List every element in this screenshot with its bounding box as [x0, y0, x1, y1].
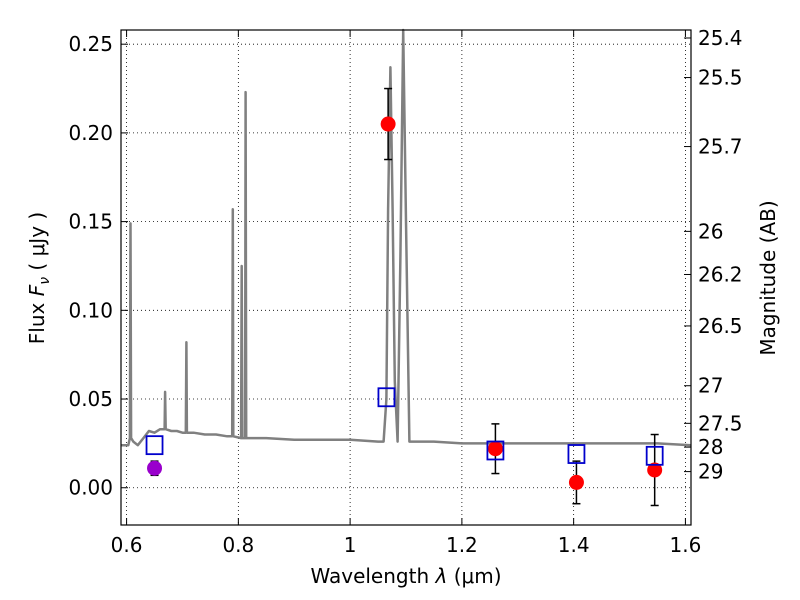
y2-tick-label: 25.4	[698, 26, 743, 50]
y2-axis-label: Magnitude (AB)	[756, 200, 780, 355]
y2-tick-label: 27	[698, 374, 723, 398]
model-spectrum-layer	[121, 28, 692, 447]
plot-frame	[120, 29, 692, 526]
y2-tick-label: 26	[698, 219, 723, 243]
y2-tick-label: 26.2	[698, 262, 743, 286]
x-tick-label: 1.6	[670, 533, 702, 557]
x-tick-label: 1.4	[558, 533, 590, 557]
y2-tick-label: 29	[698, 460, 723, 484]
x-tick-label: 1	[344, 533, 357, 557]
y-tick-label: 0.10	[68, 298, 113, 322]
x-axis-label: Wavelength λ (μm)	[310, 564, 501, 588]
x-tick-label: 1.2	[446, 533, 478, 557]
y2-tick-label: 27.5	[698, 411, 743, 435]
ticks: 0.6 0.8 1 1.2 1.4 1.6 0.00 0.05 0.10 0.15 0.20 0.25…	[68, 26, 742, 557]
y2-tick-label: 26.5	[698, 314, 743, 338]
observed-flux-point	[147, 460, 163, 476]
model-photometry-square	[377, 387, 396, 408]
y-tick-label: 0.20	[68, 121, 113, 145]
y-axis-label: Flux Fν ( μJy )	[25, 212, 53, 344]
observed-flux-point	[647, 462, 663, 478]
x-tick-label: 0.6	[111, 533, 143, 557]
model-photometry-square	[645, 445, 664, 466]
data-markers-layer	[145, 87, 664, 507]
y-tick-label: 0.25	[68, 32, 113, 56]
y2-tick-label: 25.7	[698, 135, 743, 159]
y-tick-label: 0.15	[68, 210, 113, 234]
y2-tick-label: 25.5	[698, 66, 743, 90]
observed-flux-point	[380, 116, 396, 132]
x-tick-label: 0.8	[222, 533, 254, 557]
y-tick-label: 0.00	[68, 476, 113, 500]
model-photometry-square	[486, 440, 505, 461]
y2-tick-label: 28	[698, 435, 723, 459]
model-spectrum-line	[121, 28, 692, 447]
model-photometry-square	[145, 435, 164, 456]
model-photometry-square	[567, 444, 586, 464]
y-tick-label: 0.05	[68, 387, 113, 411]
observed-flux-point	[487, 441, 503, 457]
observed-flux-point	[568, 474, 584, 490]
